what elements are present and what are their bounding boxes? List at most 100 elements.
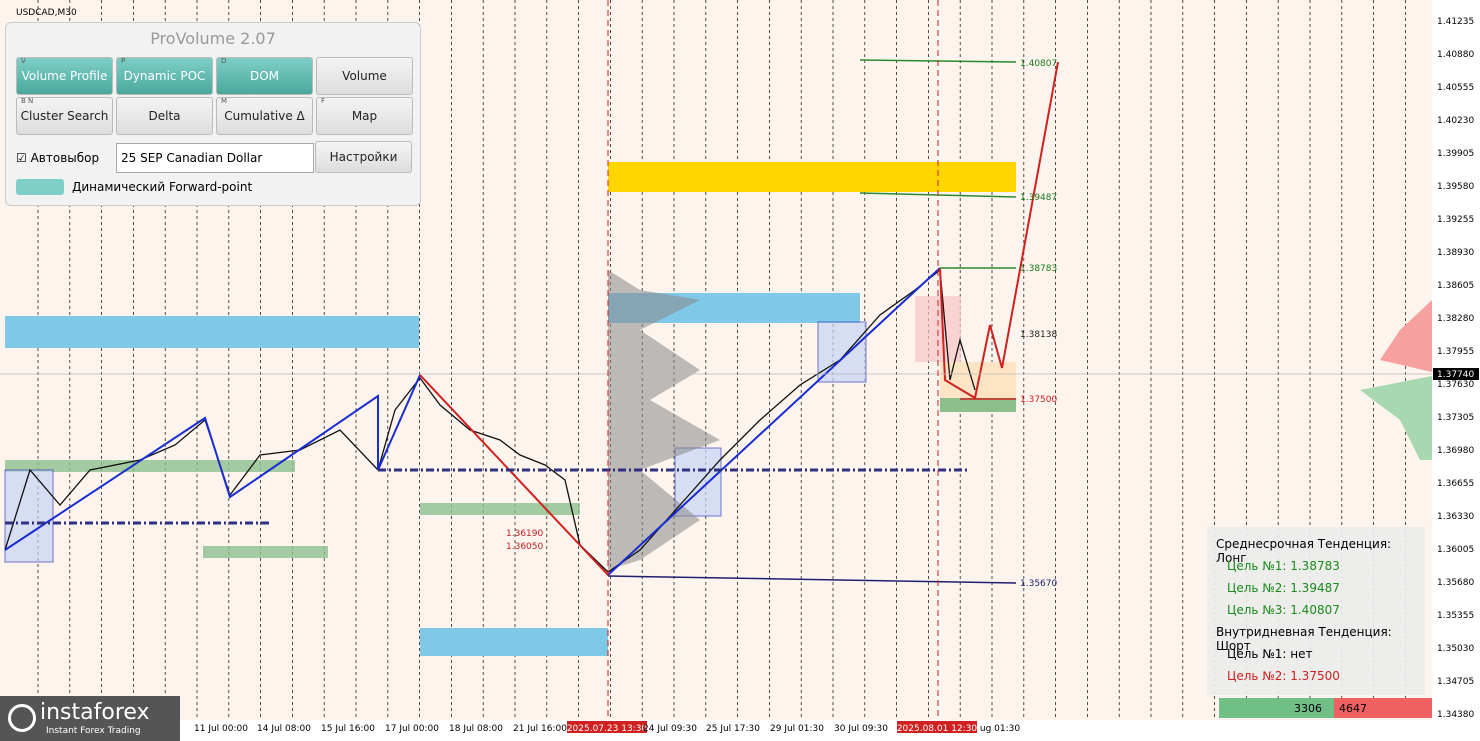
price-label: 1.40880 — [1437, 50, 1474, 60]
price-label: 1.38280 — [1437, 314, 1474, 324]
level-line — [607, 575, 1017, 584]
tool-button[interactable]: Volume — [316, 57, 413, 95]
toggle[interactable] — [16, 179, 64, 195]
info-line: Внутридневная Тенденция: Шорт — [1216, 625, 1392, 653]
tool-button[interactable]: Cumulative Δ M — [216, 97, 313, 135]
info-box: Среднесрочная Тенденция: Лонг Цель №1: 1… — [1207, 527, 1425, 695]
zone — [608, 162, 1016, 192]
level-label: 1.36050 — [506, 542, 543, 552]
price-label: 1.37955 — [1437, 347, 1474, 357]
price-label: 1.39905 — [1437, 149, 1474, 159]
price-label: 1.36980 — [1437, 446, 1474, 456]
autoselect[interactable]: ☑ Автовыбор — [16, 151, 100, 165]
hotkey: V — [21, 57, 26, 65]
price-label: 1.40230 — [1437, 116, 1474, 126]
zone — [817, 321, 867, 383]
price-path — [4, 268, 976, 573]
info-line: Цель №1: 1.38783 — [1227, 559, 1340, 573]
hotkey: D — [221, 57, 227, 65]
buy-volume — [1219, 698, 1334, 718]
tool-button[interactable]: Cluster Search B N — [16, 97, 113, 135]
hotkey: M — [221, 97, 228, 105]
price-label: 1.36005 — [1437, 545, 1474, 555]
volume-profile — [608, 270, 720, 570]
button-label: Volume Profile — [21, 69, 108, 83]
level-label: 1.35670 — [1020, 579, 1057, 589]
level-label: 1.36190 — [506, 529, 543, 539]
price-label: 1.37630 — [1437, 380, 1474, 390]
logo-tagline: Instant Forex Trading — [46, 726, 141, 736]
panel-title: ProVolume 2.07 — [150, 29, 276, 48]
time-label: 30 Jul 09:30 — [834, 724, 888, 734]
price-label: 1.38930 — [1437, 248, 1474, 258]
time-label: 24 Jul 09:30 — [643, 724, 697, 734]
symbol: USDCAD,M30 — [16, 8, 77, 18]
forecast — [939, 61, 1059, 400]
price-label: 1.40555 — [1437, 83, 1474, 93]
hotkey: P — [121, 57, 126, 65]
logo-icon — [8, 704, 36, 732]
time-label: 2025.08.01 12:30 — [897, 724, 978, 734]
info-line: Цель №1: нет — [1227, 647, 1313, 661]
dom-buy — [1360, 376, 1432, 460]
button-label: Delta — [148, 109, 181, 123]
price-label: 1.36330 — [1437, 512, 1474, 522]
hotkey: B N — [21, 97, 34, 105]
current-price-box — [1433, 368, 1479, 380]
info-line: Цель №2: 1.39487 — [1227, 581, 1340, 595]
dom-sell — [1380, 300, 1432, 372]
button-label: Cluster Search — [20, 109, 109, 123]
level-label: 1.38138 — [1020, 330, 1057, 340]
volume-value: 4647 — [1339, 702, 1367, 715]
price-label: 1.34705 — [1437, 677, 1474, 687]
zigzag — [4, 374, 421, 551]
tool-button[interactable]: Dynamic POC P — [116, 57, 213, 95]
tool-button[interactable]: Volume Profile V — [16, 57, 113, 95]
price-label: 1.34380 — [1437, 710, 1474, 720]
price-label: 1.39580 — [1437, 182, 1474, 192]
price-label: 1.39255 — [1437, 215, 1474, 225]
level-label: 1.39487 — [1020, 193, 1057, 203]
time-highlight — [897, 721, 977, 733]
level-label: 1.37500 — [1020, 395, 1057, 405]
forward-label: Динамический Forward-point — [72, 180, 253, 194]
trend-line — [419, 374, 609, 576]
price-label: 1.35680 — [1437, 578, 1474, 588]
button-label: Map — [351, 109, 378, 123]
sell-volume — [1334, 698, 1432, 718]
price-label: 1.35030 — [1437, 644, 1474, 654]
zone — [5, 316, 419, 348]
info-line: Цель №3: 1.40807 — [1227, 603, 1340, 617]
trend-line — [607, 267, 941, 576]
time-axis — [0, 720, 1432, 741]
settings-button[interactable]: Настройки — [315, 141, 412, 173]
time-label: 11 Jul 00:00 — [194, 724, 248, 734]
logo-name: instaforex — [40, 700, 150, 725]
logo: instaforex Instant Forex Trading — [0, 696, 180, 741]
tool-button[interactable]: Delta — [116, 97, 213, 135]
button-label: Cumulative Δ — [224, 109, 305, 123]
zone — [940, 398, 1016, 412]
price-label: 1.41235 — [1437, 17, 1474, 27]
instrument-select[interactable]: 25 SEP Canadian Dollar — [116, 143, 314, 173]
tool-button[interactable]: DOM D — [216, 57, 313, 95]
time-label: 18 Jul 08:00 — [449, 724, 503, 734]
provolume-panel: ProVolume 2.07 Volume Profile V Dynamic PO… — [5, 22, 421, 206]
zone — [420, 503, 580, 515]
time-label: 29 Jul 01:30 — [770, 724, 824, 734]
button-label: Dynamic POC — [123, 69, 206, 83]
price-label: 1.35355 — [1437, 611, 1474, 621]
info-line: Среднесрочная Тенденция: Лонг — [1216, 537, 1392, 565]
level-label: 1.38783 — [1020, 264, 1057, 274]
time-label: 21 Jul 16:00 — [513, 724, 567, 734]
tool-button[interactable]: Map F — [316, 97, 413, 135]
hotkey: F — [321, 97, 326, 105]
autoselect-label: Автовыбор — [30, 151, 100, 165]
button-label: DOM — [249, 69, 280, 83]
info-line: Цель №2: 1.37500 — [1227, 669, 1340, 683]
zone — [203, 546, 328, 558]
price-label: 1.36655 — [1437, 479, 1474, 489]
level-label: 1.40807 — [1020, 59, 1057, 69]
zone — [4, 469, 54, 563]
